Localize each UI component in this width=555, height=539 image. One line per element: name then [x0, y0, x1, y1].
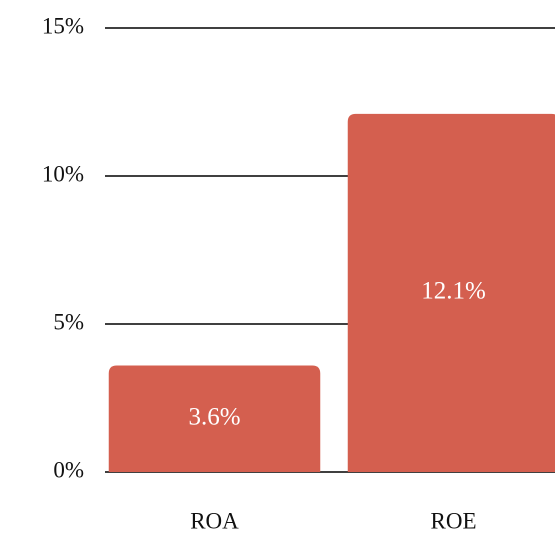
bar — [347, 113, 555, 472]
y-tick-label: 0% — [53, 457, 84, 482]
bar — [108, 365, 321, 472]
y-tick-label: 10% — [42, 161, 84, 186]
value-label: 3.6% — [188, 403, 240, 430]
y-tick-label: 5% — [53, 309, 84, 334]
y-tick-label: 15% — [42, 13, 84, 38]
x-tick-label: ROA — [190, 508, 239, 533]
value-label: 12.1% — [421, 278, 486, 305]
x-tick-label: ROE — [431, 508, 477, 533]
